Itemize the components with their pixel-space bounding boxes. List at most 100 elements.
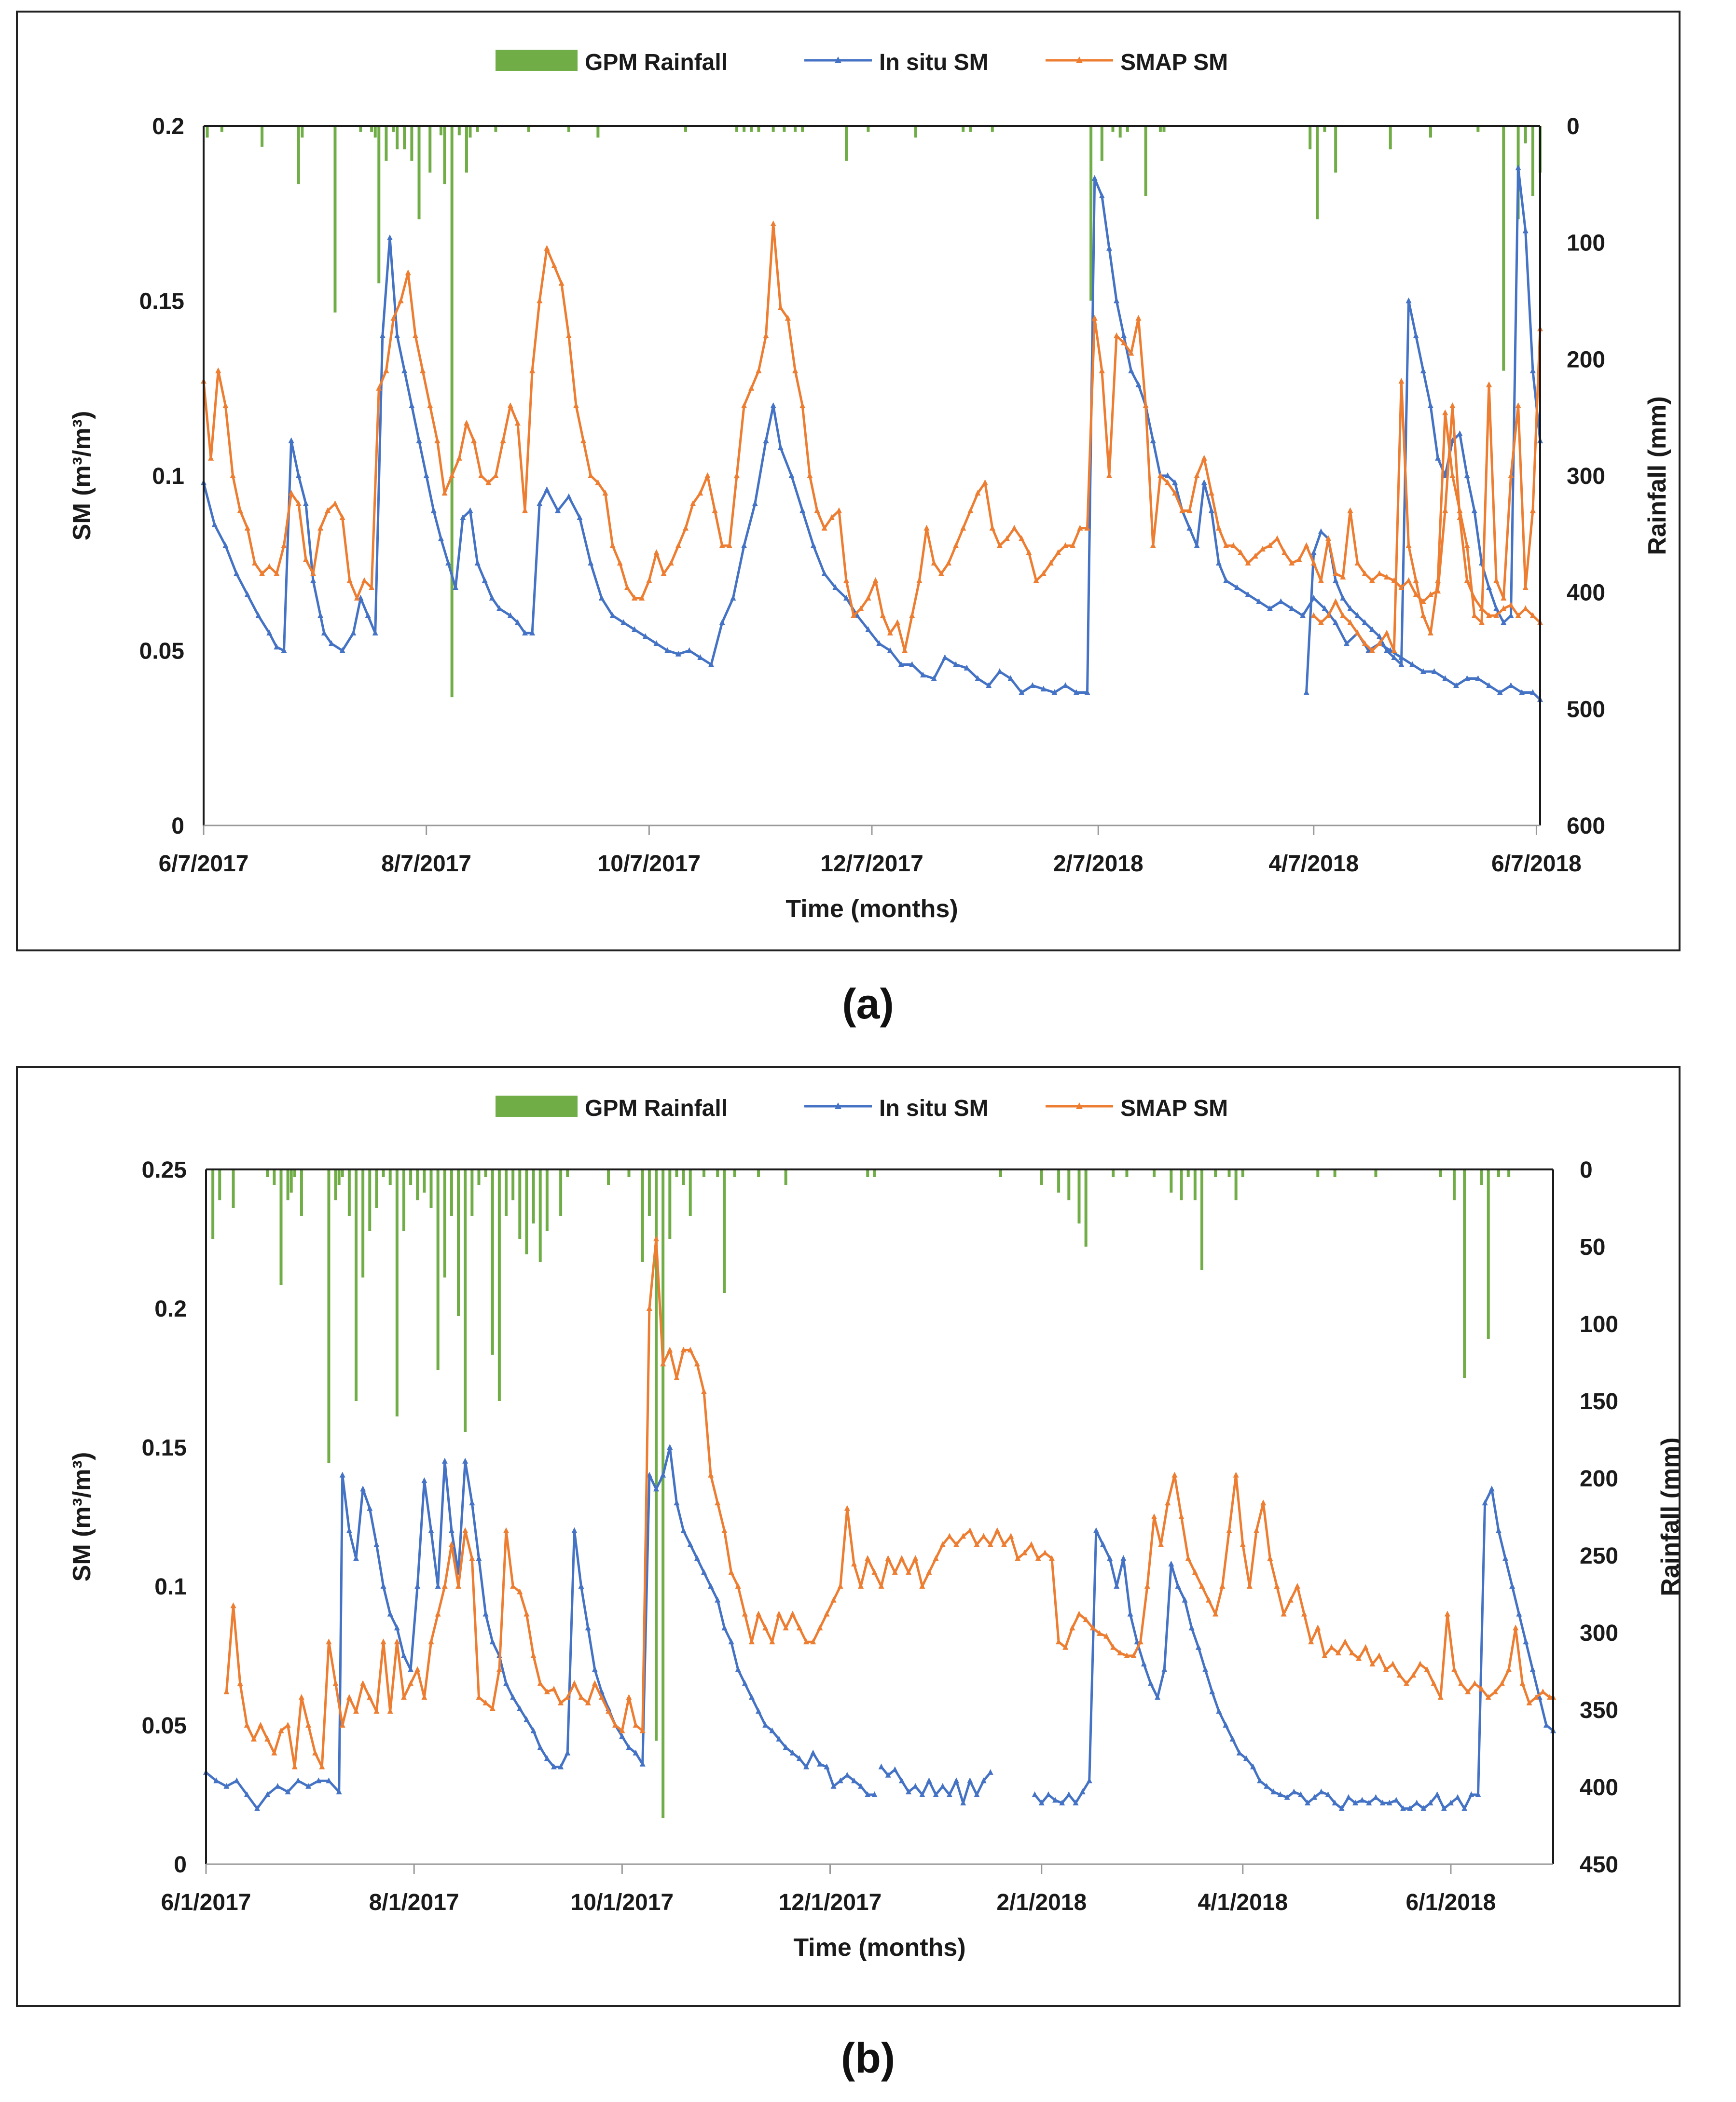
- chart-b-rain-bar: [1333, 1169, 1336, 1177]
- chart-a-point-smap: [1281, 549, 1288, 555]
- chart-a-rain-bars: [206, 126, 1542, 698]
- chart-b-point-insitu: [524, 1716, 530, 1722]
- chart-b-rain-bar: [1170, 1169, 1173, 1193]
- chart-a-point-smap: [1252, 552, 1258, 559]
- chart-b-point-insitu: [1147, 1680, 1154, 1686]
- chart-b-point-smap: [592, 1680, 598, 1686]
- chart-b-point-insitu: [489, 1638, 496, 1645]
- chart-b-x-tick-label: 12/1/2017: [779, 1890, 882, 1915]
- chart-a-rain-bar: [301, 126, 304, 138]
- chart-a-rain-bar: [1118, 126, 1122, 138]
- chart-a-rain-bar: [1531, 126, 1534, 196]
- chart-b-point-insitu: [1509, 1583, 1516, 1589]
- chart-a-point-smap: [1369, 647, 1375, 653]
- chart-a-point-insitu: [339, 647, 345, 653]
- chart-a-rain-bar: [867, 126, 870, 132]
- chart-b-point-smap: [830, 1596, 837, 1603]
- chart-a-point-smap: [303, 556, 309, 562]
- chart-a-point-smap: [1157, 472, 1163, 478]
- chart-a-point-smap: [639, 594, 645, 601]
- chart-a-point-smap: [807, 472, 813, 478]
- chart-b-point-insitu: [275, 1783, 281, 1789]
- chart-a-point-smap: [690, 500, 696, 506]
- chart-a-point-insitu: [1442, 675, 1448, 681]
- chart-b-point-smap: [1499, 1680, 1505, 1686]
- chart-b-point-insitu: [571, 1527, 578, 1533]
- chart-b-point-insitu: [387, 1610, 393, 1617]
- chart-a-point-insitu: [1019, 689, 1025, 695]
- chart-a-point-smap: [909, 612, 915, 618]
- chart-b-point-smap: [1246, 1583, 1253, 1589]
- chart-b-point-insitu: [824, 1763, 830, 1770]
- chart-b-series-smap: [223, 1236, 1556, 1770]
- chart-b-point-insitu: [1488, 1485, 1495, 1492]
- chart-b-point-insitu: [715, 1596, 721, 1603]
- chart-a-rain-bar: [1334, 126, 1337, 173]
- chart-a-point-insitu: [358, 594, 364, 601]
- chart-a-point-smap: [288, 490, 294, 496]
- chart-b-point-insitu: [1284, 1794, 1290, 1800]
- chart-a-point-smap: [1362, 570, 1368, 576]
- chart-a-point-insitu: [843, 594, 850, 601]
- chart-a-point-smap: [1040, 570, 1047, 576]
- chart-b-x-tick-label: 10/1/2017: [571, 1890, 674, 1915]
- chart-a-point-smap: [902, 647, 908, 653]
- chart-b-point-insitu: [1447, 1800, 1454, 1806]
- chart-b-rain-bar: [1067, 1169, 1071, 1200]
- chart-a-point-smap: [1194, 472, 1200, 478]
- chart-a-point-insitu: [1365, 647, 1372, 653]
- chart-b-point-insitu: [1127, 1610, 1133, 1617]
- chart-a-point-insitu: [514, 619, 521, 625]
- chart-b-legend-marker-insitu: [835, 1102, 841, 1109]
- chart-b-point-smap: [339, 1722, 345, 1728]
- chart-a-point-smap: [1077, 524, 1083, 531]
- chart-a-point-smap: [1442, 507, 1448, 513]
- chart-b-rain-bar: [1316, 1169, 1320, 1177]
- chart-a-point-insitu: [386, 234, 393, 240]
- chart-a-point-smap: [1070, 542, 1076, 548]
- chart-a-point-smap: [646, 577, 652, 583]
- chart-a-point-insitu: [1362, 619, 1368, 625]
- chart-a-rain-bar: [333, 126, 337, 313]
- chart-b-point-insitu: [803, 1763, 810, 1770]
- chart-a-point-smap: [1245, 560, 1251, 566]
- chart-a-point-smap: [821, 524, 827, 531]
- chart-a-point-smap: [923, 524, 930, 531]
- chart-a-point-smap: [836, 507, 842, 513]
- chart-a-point-insitu: [1413, 332, 1419, 338]
- chart-b-point-insitu: [926, 1777, 932, 1784]
- chart-b-point-insitu: [1297, 1791, 1304, 1797]
- chart-a-rain-bar: [1162, 126, 1166, 132]
- chart-b-point-smap: [360, 1680, 366, 1686]
- chart-b-point-insitu: [1038, 1800, 1045, 1806]
- chart-b-point-insitu: [510, 1694, 516, 1700]
- chart-a-point-smap: [1376, 570, 1382, 576]
- chart-b-point-smap: [1369, 1661, 1376, 1667]
- chart-a-point-smap: [704, 472, 711, 478]
- chart-a-point-smap: [617, 560, 623, 566]
- chart-a-point-smap: [295, 500, 302, 506]
- chart-a-point-smap: [493, 472, 499, 478]
- chart-a-legend-marker-insitu: [835, 56, 841, 63]
- chart-a-point-smap: [1405, 577, 1412, 583]
- chart-b-point-smap: [435, 1610, 441, 1617]
- chart-b-point-smap: [619, 1727, 625, 1733]
- chart-a-point-insitu: [1165, 472, 1171, 478]
- chart-b-point-smap: [346, 1694, 352, 1700]
- chart-a-point-insitu: [507, 612, 513, 618]
- chart-a-point-smap: [1033, 577, 1039, 583]
- chart-b-point-smap: [933, 1555, 939, 1561]
- chart-a-point-smap: [880, 612, 886, 618]
- chart-a-point-insitu: [1040, 686, 1047, 692]
- chart-b-legend: GPM Rainfall In situ SM SMAP SM: [496, 1096, 1228, 1121]
- chart-b-rain-bar: [525, 1169, 528, 1254]
- chart-b-point-insitu: [1100, 1541, 1106, 1547]
- chart-a-rain-bar: [991, 126, 994, 132]
- chart-b-point-insitu: [1114, 1583, 1120, 1589]
- chart-a-rain-bar: [457, 126, 461, 136]
- chart-b-point-smap: [892, 1569, 898, 1575]
- chart-a-point-insitu: [1486, 584, 1492, 590]
- chart-a-x-axis-title: Time (months): [785, 895, 958, 923]
- chart-a-point-insitu: [1303, 689, 1309, 695]
- chart-b-rain-bar: [289, 1169, 293, 1193]
